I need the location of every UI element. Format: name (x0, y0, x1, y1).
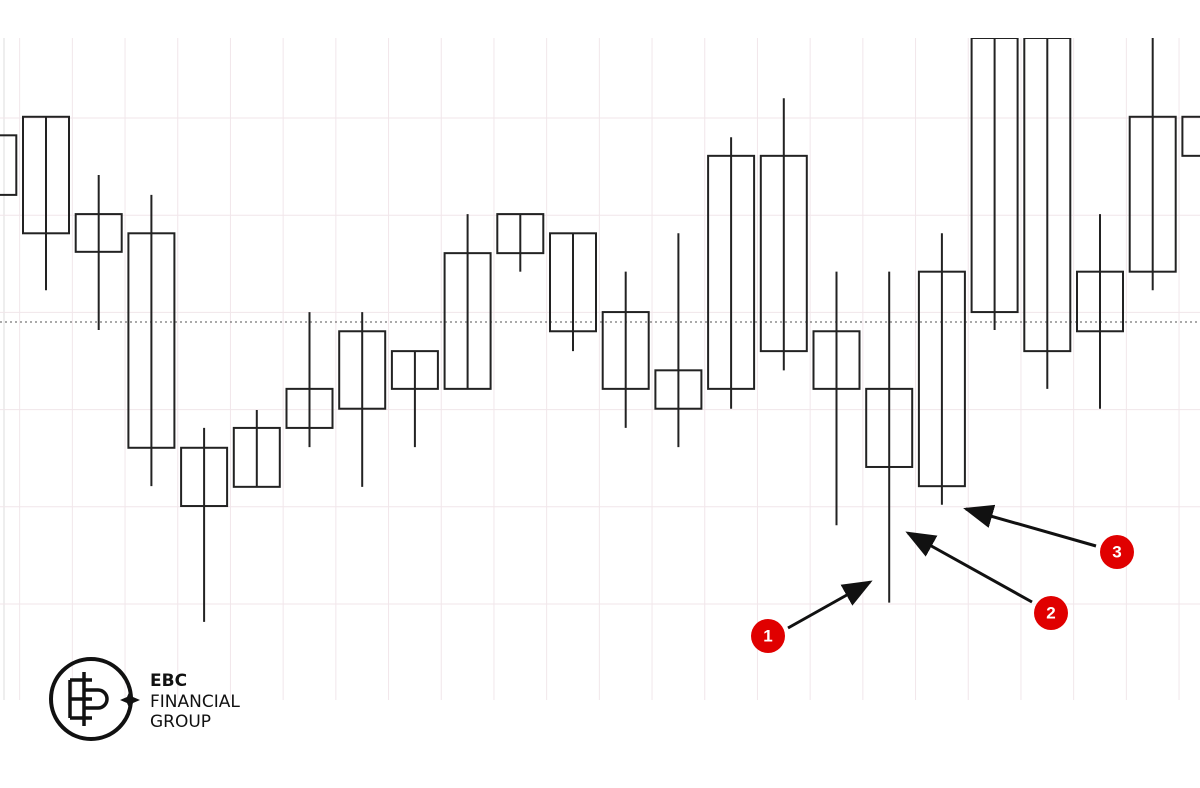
candle-box (917, 270, 966, 488)
logo-text: GROUP (150, 712, 211, 732)
logo: EBC FINANCIAL GROUP (49, 657, 240, 741)
candle-box (970, 38, 1019, 314)
logo-text: FINANCIAL (150, 692, 240, 712)
annotation-label: 1 (763, 627, 772, 646)
badge (751, 619, 785, 653)
candle-box (865, 387, 914, 468)
candle-box (180, 446, 229, 508)
arrow (905, 531, 1033, 604)
candle-box (1076, 270, 1124, 333)
logo-star (120, 690, 140, 710)
plot-area (0, 38, 1200, 700)
annotation-label: 3 (1112, 543, 1121, 562)
candle-box (496, 213, 545, 255)
candle-box (549, 232, 597, 333)
arrow (787, 580, 873, 630)
candle-box (1128, 115, 1177, 273)
annotation-label: 2 (1046, 604, 1055, 623)
logo-text: EBC (150, 671, 187, 691)
badge (1034, 596, 1068, 630)
candle-box (443, 252, 492, 390)
candle-box (390, 350, 439, 390)
candle-box (812, 330, 861, 390)
candle-box (1023, 38, 1072, 353)
candle-box (1181, 115, 1200, 157)
candle-box (601, 311, 650, 390)
candle-box (759, 154, 808, 353)
candle-box (0, 134, 18, 196)
candles (0, 38, 1200, 622)
candle-box (74, 213, 123, 253)
candle-box (707, 154, 756, 390)
annotations: 1 2 3 (751, 504, 1134, 653)
logo-mark (68, 672, 109, 726)
grid (0, 38, 1200, 700)
candle-box (232, 426, 281, 488)
candle-box (654, 369, 703, 410)
candle-box (338, 330, 387, 410)
arrow (963, 504, 1097, 548)
badge (1100, 535, 1134, 569)
candle-box (22, 115, 70, 235)
candle-box (285, 387, 334, 429)
candle-box (127, 232, 176, 449)
